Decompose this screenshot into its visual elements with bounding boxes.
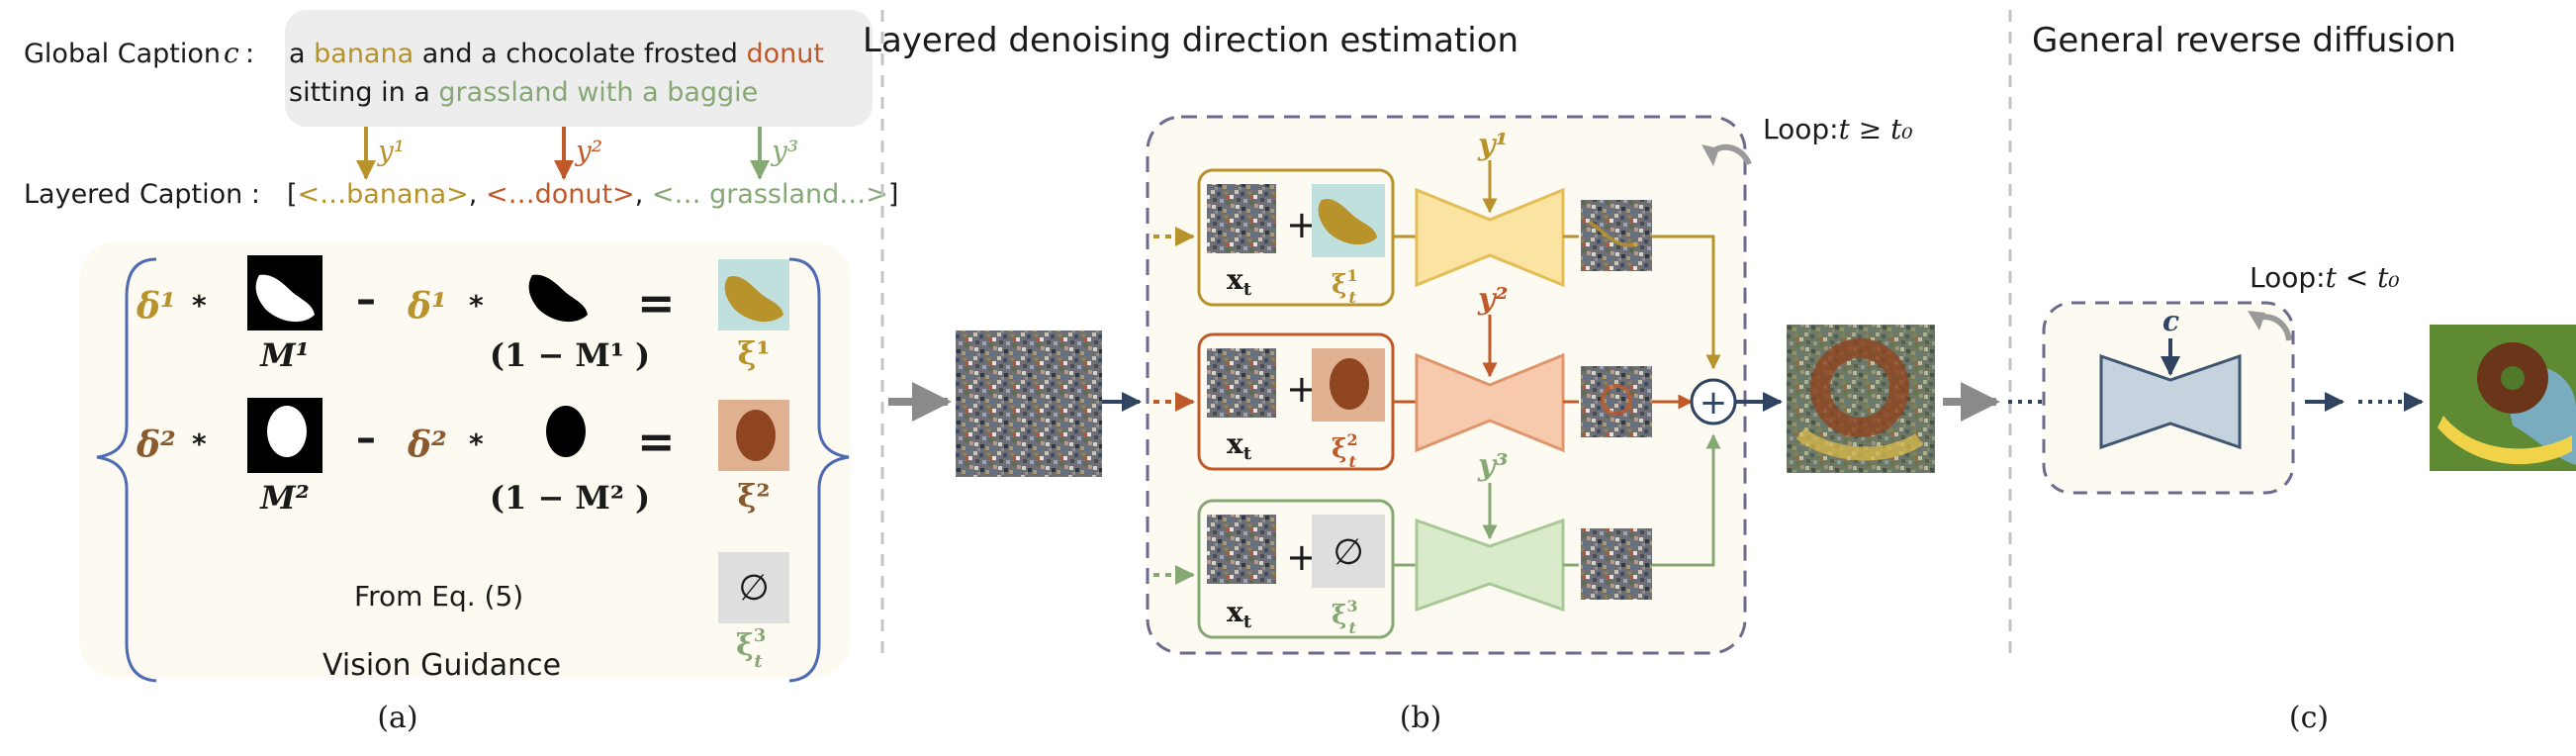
row3-xt-label: xt [1227, 596, 1252, 632]
star-2b: * [469, 427, 484, 460]
panel-b-title: Layered denoising direction estimation [863, 21, 1518, 60]
unet-1 [1415, 187, 1565, 288]
equals-1: = [637, 276, 676, 330]
unet-3-y-label: y³ [1477, 448, 1509, 483]
panel-b: Layered denoising direction estimation L… [863, 21, 1935, 735]
sublabel-b: (b) [1400, 701, 1442, 735]
layered-item-grassland: <… grassland…> [652, 179, 888, 210]
global-caption-label: Global Caption [24, 39, 221, 69]
row1-xi-banana [1318, 198, 1377, 245]
row3-xi-empty-symbol: ∅ [1333, 532, 1363, 573]
donut-mask-shape [267, 406, 307, 457]
xi2-donut [736, 410, 776, 461]
row3-xt-noise [1207, 515, 1276, 584]
y3-label: y³ [770, 135, 798, 167]
delta-1: δ¹ [136, 286, 176, 328]
star-1a: * [192, 289, 207, 322]
sublabel-a: (a) [377, 701, 417, 735]
final-donut-hole [2501, 366, 2525, 390]
row1-output-banana-hint [1587, 220, 1639, 247]
row1-output-noise [1581, 200, 1652, 271]
minus-1: – [356, 277, 376, 323]
left-brace [96, 257, 157, 683]
global-caption-symbol: c [224, 37, 239, 69]
banana-mask-shape [255, 274, 315, 323]
layered-item-donut: <…donut> [486, 179, 635, 210]
final-banana [2438, 416, 2572, 465]
row2-output-donut-hint [1601, 384, 1632, 416]
layered-item-banana: <…banana> [298, 179, 469, 210]
loop-b-icon-head [1702, 144, 1719, 166]
row1-to-sum [1652, 235, 1721, 370]
intermediate-donut [1810, 338, 1909, 437]
loop-b-label: Loop:t ≥ t₀ [1763, 113, 1913, 145]
caption-word-donut: donut [746, 39, 823, 69]
oneminus-m2-label: (1 − M² ) [490, 479, 650, 517]
row2-output-noise [1581, 366, 1652, 437]
row1-xt-label: xt [1227, 263, 1252, 300]
caption-word-grassland: grassland with a baggie [438, 77, 758, 108]
sum-symbol: + [1700, 383, 1728, 423]
layered-caption-label: Layered Caption : [24, 179, 260, 210]
inverse-mask-1-shape [528, 274, 588, 323]
global-caption-line2: sitting in a grassland with a baggie [289, 77, 758, 108]
row2-xi-donut [1330, 358, 1369, 410]
xi1-label: ξ¹ [738, 334, 771, 372]
xi2-label: ξ² [738, 477, 771, 515]
m1-label: M¹ [259, 336, 309, 374]
caption-word-banana: banana [314, 39, 414, 69]
xi1-banana [724, 275, 783, 323]
from-eq-label: From Eq. (5) [354, 580, 523, 613]
xi3-image [718, 552, 789, 623]
row2-xt-label: xt [1227, 427, 1252, 464]
row3-output-noise [1581, 528, 1652, 600]
row2-xi-label: ξ2 t [1332, 430, 1358, 471]
vision-guidance-panel [79, 242, 851, 678]
equals-2: = [637, 415, 676, 468]
c-cond-label: c [2162, 305, 2179, 337]
row3-xi-image [1312, 515, 1385, 588]
global-caption-line1: a banana and a chocolate frosted donut [289, 39, 824, 69]
row2-xt-noise [1207, 348, 1276, 418]
panel-a: Global Caption c : a banana and a chocol… [24, 10, 898, 735]
row3-xi-label: ξ3 t [1332, 597, 1358, 637]
inverse-mask-2-shape [546, 406, 586, 457]
row3-to-sum [1652, 433, 1721, 567]
unet-2 [1415, 352, 1565, 453]
y2-label: y² [574, 135, 602, 167]
row1-xt-noise [1207, 184, 1276, 253]
xi3-label: ξ3 t [736, 625, 766, 672]
minus-2: – [356, 416, 376, 461]
y1-label: y¹ [376, 135, 405, 167]
loop-c-icon-head [2248, 311, 2265, 331]
layered-caption-list: [<…banana>, <…donut>, <… grassland…>] [287, 179, 898, 210]
delta-1b: δ¹ [407, 286, 447, 328]
unet-1-y-label: y¹ [1477, 128, 1509, 162]
delta-2: δ² [136, 425, 176, 466]
global-caption-box [285, 10, 873, 127]
m2-label: M² [259, 479, 309, 517]
star-1b: * [469, 289, 484, 322]
vision-guidance-label: Vision Guidance [322, 648, 561, 683]
sublabel-c: (c) [2289, 701, 2329, 735]
star-2a: * [192, 427, 207, 460]
xi3-empty-symbol: ∅ [738, 568, 769, 609]
oneminus-m1-label: (1 − M¹ ) [490, 336, 650, 374]
loop-c-label: Loop:t < t₀ [2250, 261, 2400, 294]
delta-2b: δ² [407, 425, 447, 466]
panel-c: General reverse diffusion Loop:t < t₀ c … [1943, 21, 2576, 735]
panel-c-title: General reverse diffusion [2032, 21, 2456, 60]
unet-3 [1415, 518, 1565, 613]
unet-2-y-label: y² [1477, 282, 1509, 317]
unet-general [2099, 353, 2242, 450]
noise-image-input [956, 331, 1102, 477]
right-brace [788, 257, 850, 683]
row1-xi-label: ξ1 t [1332, 266, 1358, 307]
intermediate-banana [1795, 427, 1923, 461]
global-caption-colon: : [245, 39, 254, 69]
